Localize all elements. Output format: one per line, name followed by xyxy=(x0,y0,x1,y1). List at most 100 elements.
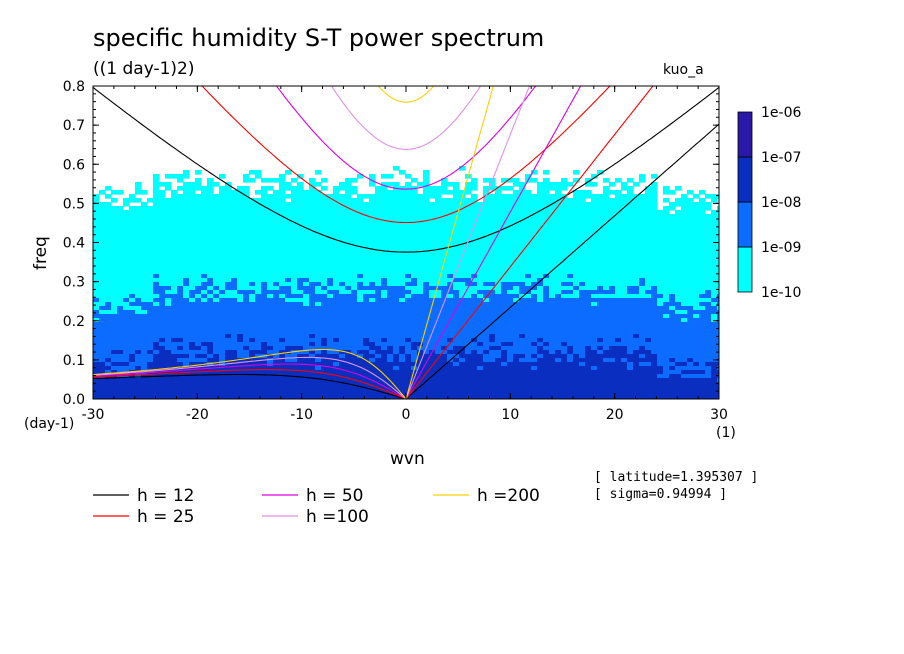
heat-cell xyxy=(453,234,460,239)
heat-cell xyxy=(243,302,250,307)
heat-cell xyxy=(129,362,136,367)
heat-cell xyxy=(237,258,244,263)
heat-cell xyxy=(663,282,670,287)
heat-cell xyxy=(231,354,238,359)
heat-cell xyxy=(381,274,388,279)
heat-cell xyxy=(243,190,250,195)
heat-cell xyxy=(591,346,598,351)
heat-cell xyxy=(609,322,616,327)
heat-cell xyxy=(603,178,610,183)
heat-cell xyxy=(579,338,586,343)
heat-cell xyxy=(393,254,400,259)
heat-cell xyxy=(549,322,556,327)
heat-cell xyxy=(381,206,388,211)
heat-cell xyxy=(111,230,118,235)
heat-cell xyxy=(633,250,640,255)
heat-cell xyxy=(693,250,700,255)
heat-cell xyxy=(345,322,352,327)
heat-cell xyxy=(513,202,520,207)
heat-cell xyxy=(105,226,112,231)
heat-cell xyxy=(441,310,448,315)
heat-cell xyxy=(657,218,664,223)
heat-cell xyxy=(183,238,190,243)
heat-cell xyxy=(573,274,580,279)
heat-cell xyxy=(267,234,274,239)
heat-cell xyxy=(435,230,442,235)
heat-cell xyxy=(633,366,640,371)
heat-cell xyxy=(117,314,124,319)
heat-cell xyxy=(201,258,208,263)
heat-cell xyxy=(609,262,616,267)
heat-cell xyxy=(675,306,682,311)
heat-cell xyxy=(117,246,124,251)
heat-cell xyxy=(201,318,208,323)
heat-cell xyxy=(687,282,694,287)
heat-cell xyxy=(651,294,658,299)
heat-cell xyxy=(177,198,184,203)
heat-cell xyxy=(159,278,166,283)
heat-cell xyxy=(441,286,448,291)
heat-cell xyxy=(339,254,346,259)
heat-cell xyxy=(225,198,232,203)
heat-cell xyxy=(567,274,574,279)
heat-cell xyxy=(315,298,322,303)
heat-cell xyxy=(681,302,688,307)
heat-cell xyxy=(549,342,556,347)
heat-cell xyxy=(417,254,424,259)
heat-cell xyxy=(153,318,160,323)
heat-cell xyxy=(513,358,520,363)
heat-cell xyxy=(543,214,550,219)
heat-cell xyxy=(537,274,544,279)
heat-cell xyxy=(633,234,640,239)
heat-cell xyxy=(333,286,340,291)
heat-cell xyxy=(105,254,112,259)
heat-cell xyxy=(357,314,364,319)
heat-cell xyxy=(417,374,424,379)
heat-cell xyxy=(513,318,520,323)
heat-cell xyxy=(141,226,148,231)
heat-cell xyxy=(381,350,388,355)
heat-cell xyxy=(111,354,118,359)
heat-cell xyxy=(549,242,556,247)
heat-cell xyxy=(573,306,580,311)
heat-cell xyxy=(189,354,196,359)
heat-cell xyxy=(519,230,526,235)
heat-cell xyxy=(513,290,520,295)
heat-cell xyxy=(705,234,712,239)
heat-cell xyxy=(357,338,364,343)
heat-cell xyxy=(495,338,502,343)
heat-cell xyxy=(219,210,226,215)
heat-cell xyxy=(225,318,232,323)
heat-cell xyxy=(489,206,496,211)
heat-cell xyxy=(213,278,220,283)
heat-cell xyxy=(159,198,166,203)
heat-cell xyxy=(321,294,328,299)
heat-cell xyxy=(201,198,208,203)
heat-cell xyxy=(489,370,496,375)
heat-cell xyxy=(573,338,580,343)
heat-cell xyxy=(327,210,334,215)
heat-cell xyxy=(177,266,184,271)
heat-cell xyxy=(441,270,448,275)
heat-cell xyxy=(219,226,226,231)
heat-cell xyxy=(165,254,172,259)
heat-cell xyxy=(669,334,676,339)
heat-cell xyxy=(153,230,160,235)
heat-cell xyxy=(363,322,370,327)
heat-cell xyxy=(297,254,304,259)
heat-cell xyxy=(657,290,664,295)
heat-cell xyxy=(183,314,190,319)
heat-cell xyxy=(207,326,214,331)
heat-cell xyxy=(369,370,376,375)
heat-cell xyxy=(177,298,184,303)
heat-cell xyxy=(555,194,562,199)
heat-cell xyxy=(711,266,718,271)
heat-cell xyxy=(255,318,262,323)
heat-cell xyxy=(627,246,634,251)
heat-cell xyxy=(105,210,112,215)
heat-cell xyxy=(429,346,436,351)
heat-cell xyxy=(207,210,214,215)
heat-cell xyxy=(447,246,454,251)
heat-cell xyxy=(489,338,496,343)
